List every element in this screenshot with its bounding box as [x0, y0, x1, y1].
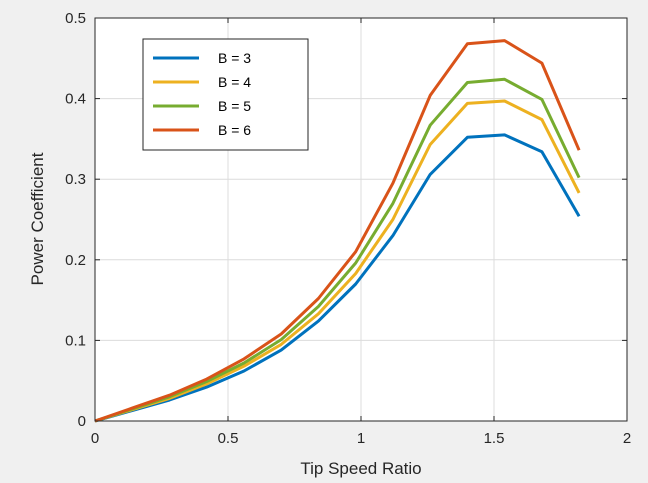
y-tick-label: 0.3 — [65, 171, 86, 188]
y-tick-label: 0.4 — [65, 91, 86, 108]
series-line-b-6 — [94, 39, 581, 423]
x-tick-label: 0.5 — [218, 430, 239, 447]
tick-labels: 0 0.5 1 1.5 2 0 0.1 0.2 0.3 0.4 0.5 — [65, 10, 631, 447]
x-tick-label: 1 — [357, 430, 365, 447]
series-line-b-5 — [94, 77, 581, 423]
series-line-b-4 — [94, 99, 581, 423]
y-tick-label: 0.2 — [65, 252, 86, 269]
y-axis-label: Power Coefficient — [28, 152, 47, 285]
x-axis-label: Tip Speed Ratio — [300, 459, 421, 478]
series-line-b-3 — [94, 133, 581, 423]
y-tick-label: 0.1 — [65, 332, 86, 349]
x-tick-label: 1.5 — [484, 430, 505, 447]
series-lines — [94, 39, 581, 423]
legend-label: B = 3 — [218, 50, 251, 66]
x-tick-label: 2 — [623, 430, 631, 447]
legend-label: B = 5 — [218, 98, 251, 114]
x-tick-label: 0 — [91, 430, 99, 447]
ticks — [94, 17, 628, 422]
legend-label: B = 4 — [218, 74, 251, 90]
y-tick-label: 0.5 — [65, 10, 86, 27]
legend-label: B = 6 — [218, 122, 251, 138]
y-tick-label: 0 — [78, 413, 86, 430]
legend: B = 3 B = 4 B = 5 B = 6 — [142, 38, 309, 151]
